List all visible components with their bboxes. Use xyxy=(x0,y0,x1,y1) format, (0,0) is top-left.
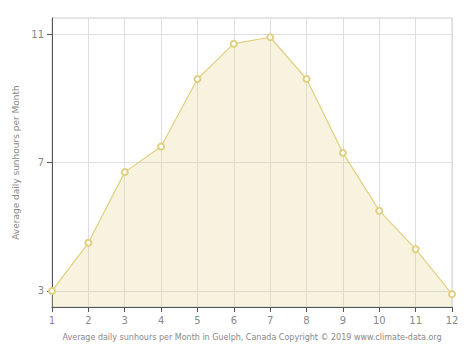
svg-text:7: 7 xyxy=(38,157,44,168)
svg-text:11: 11 xyxy=(409,315,422,326)
svg-text:11: 11 xyxy=(31,29,44,40)
svg-text:2: 2 xyxy=(85,315,91,326)
svg-text:7: 7 xyxy=(267,315,273,326)
svg-text:Average daily sunhours per Mon: Average daily sunhours per Month xyxy=(11,85,21,240)
svg-text:3: 3 xyxy=(38,285,44,296)
svg-text:5: 5 xyxy=(194,315,200,326)
svg-text:8: 8 xyxy=(303,315,309,326)
svg-text:Average daily sunhours per Mon: Average daily sunhours per Month in Guel… xyxy=(62,333,441,342)
svg-text:3: 3 xyxy=(122,315,128,326)
svg-text:12: 12 xyxy=(446,315,459,326)
svg-text:6: 6 xyxy=(231,315,237,326)
svg-text:10: 10 xyxy=(373,315,386,326)
svg-text:4: 4 xyxy=(158,315,164,326)
svg-text:9: 9 xyxy=(340,315,346,326)
svg-text:1: 1 xyxy=(49,315,55,326)
